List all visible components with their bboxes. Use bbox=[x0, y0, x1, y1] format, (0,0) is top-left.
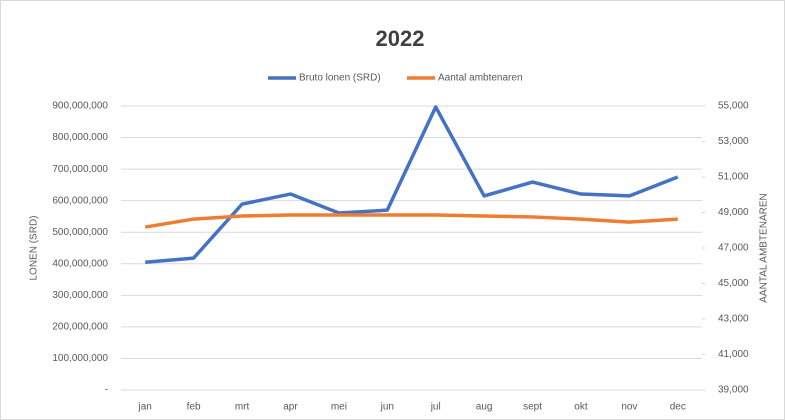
y-tick-label: 800,000,000 bbox=[52, 132, 108, 143]
y-tick-label: 600,000,000 bbox=[52, 195, 108, 206]
y2-tick-label: 49,000 bbox=[718, 207, 749, 218]
x-tick-label: dec bbox=[670, 402, 686, 413]
y-tick-label: 500,000,000 bbox=[52, 227, 108, 238]
y-axis-label: LONEN (SRD) bbox=[29, 215, 40, 280]
x-tick-label: aug bbox=[476, 402, 493, 413]
series-line bbox=[144, 213, 678, 229]
series-line bbox=[145, 105, 679, 264]
x-tick-label: nov bbox=[621, 402, 637, 413]
y2-tick-label: 39,000 bbox=[718, 385, 749, 396]
x-tick-label: jul bbox=[430, 402, 441, 413]
x-tick-label: okt bbox=[574, 402, 588, 413]
x-tick-label: apr bbox=[283, 402, 298, 413]
y2-tick-label: 45,000 bbox=[718, 278, 749, 289]
y2-tick-label: 55,000 bbox=[718, 101, 749, 112]
x-tick-label: sept bbox=[523, 402, 542, 413]
x-tick-label: mrt bbox=[235, 402, 250, 413]
y-tick-label: - bbox=[105, 385, 108, 396]
x-tick-label: feb bbox=[187, 402, 201, 413]
y2-tick-label: 47,000 bbox=[718, 243, 749, 254]
chart-title: 2022 bbox=[376, 26, 425, 51]
y-tick-label: 900,000,000 bbox=[52, 101, 108, 112]
y2-tick-label: 53,000 bbox=[718, 136, 749, 147]
y-tick-label: 200,000,000 bbox=[52, 322, 108, 333]
y-tick-label: 300,000,000 bbox=[52, 290, 108, 301]
y-tick-label: 700,000,000 bbox=[52, 164, 108, 175]
legend-label: Bruto lonen (SRD) bbox=[299, 73, 381, 84]
x-tick-label: jun bbox=[380, 402, 394, 413]
y2-tick-label: 51,000 bbox=[718, 172, 749, 183]
y2-axis-label: AANTAL AMBTENAREN bbox=[759, 193, 770, 302]
x-tick-label: jan bbox=[138, 402, 152, 413]
y2-tick-label: 43,000 bbox=[718, 314, 749, 325]
y-tick-label: 100,000,000 bbox=[52, 353, 108, 364]
y-tick-label: 400,000,000 bbox=[52, 258, 108, 269]
x-tick-label: mei bbox=[331, 402, 347, 413]
y2-tick-label: 41,000 bbox=[718, 349, 749, 360]
legend-label: Aantal ambtenaren bbox=[438, 73, 523, 84]
